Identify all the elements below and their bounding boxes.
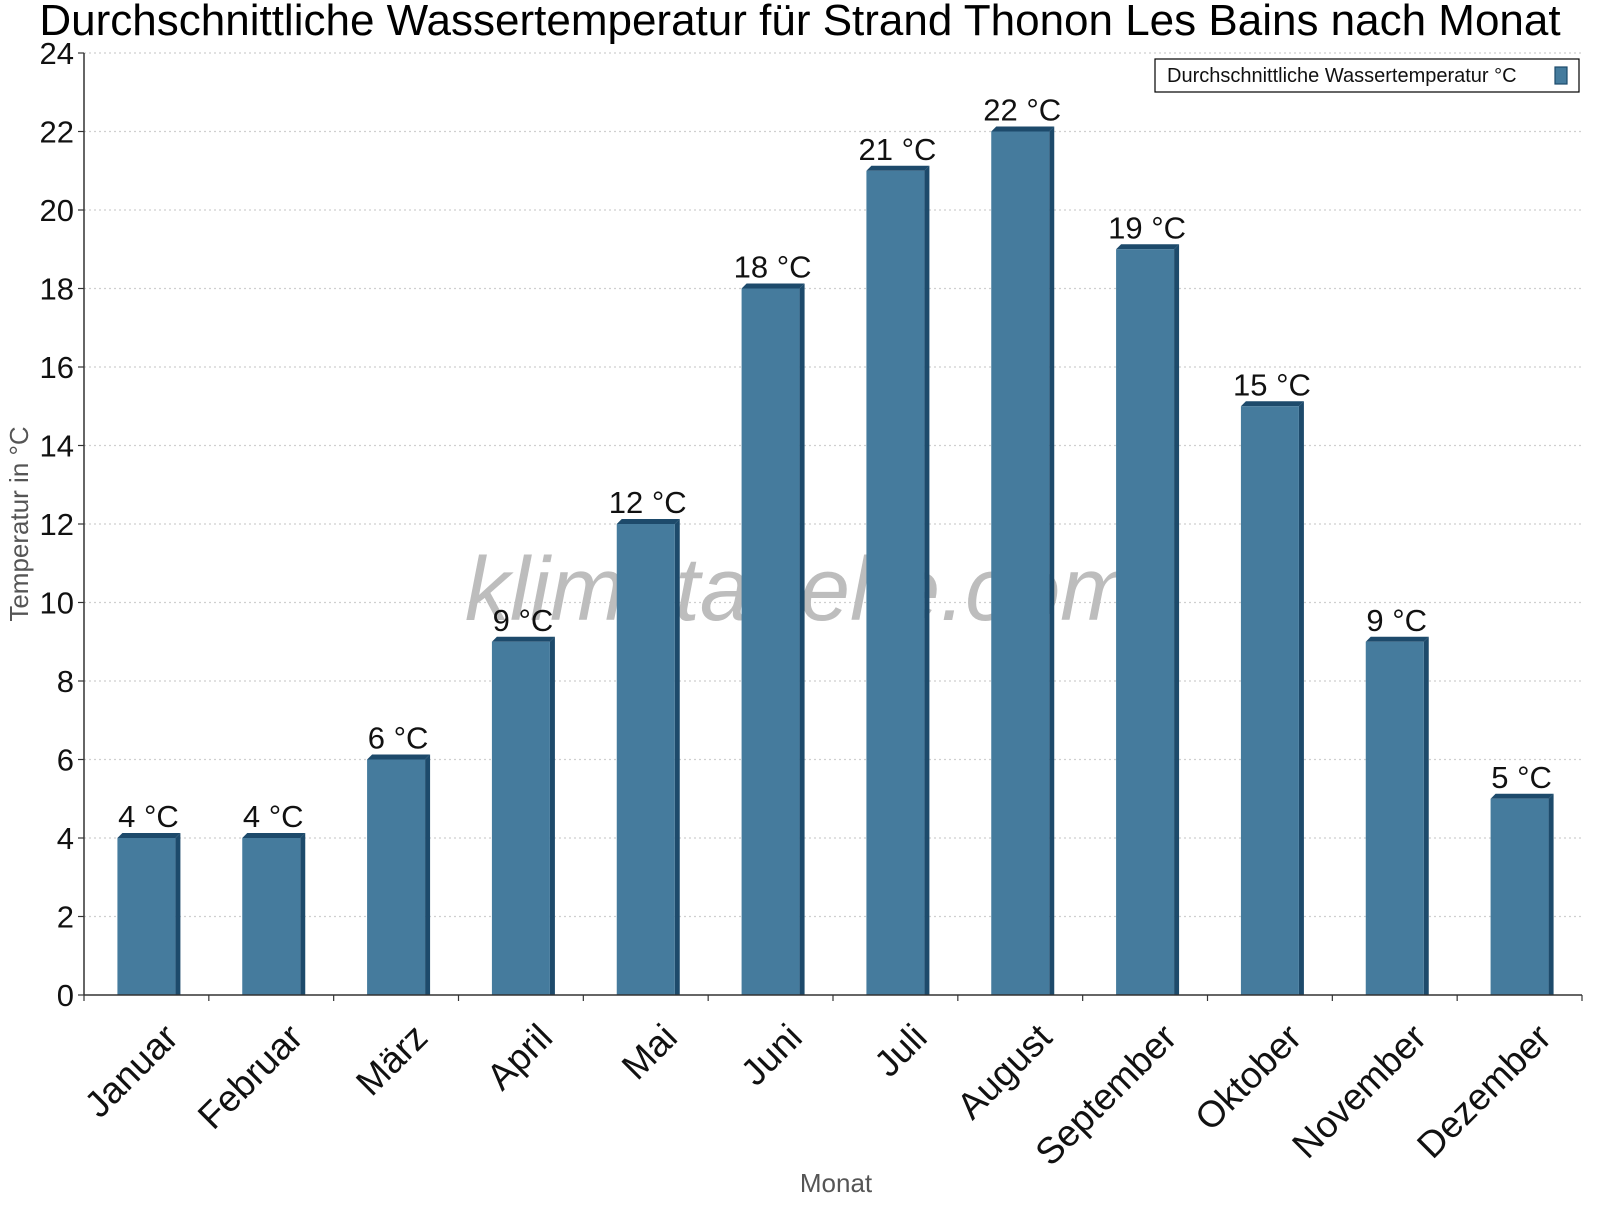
x-axis-title: Monat (800, 1168, 873, 1198)
x-tick-label: März (348, 1016, 435, 1103)
data-label: 22 °C (983, 93, 1061, 128)
bar-face (616, 524, 675, 995)
y-tick-label: 2 (57, 900, 74, 935)
bar-side (1548, 793, 1554, 995)
bar-side (1174, 244, 1180, 995)
bar-top (741, 283, 805, 289)
bar-top (1240, 401, 1304, 407)
bar-side (1298, 401, 1304, 995)
x-tick-label: Mai (614, 1016, 685, 1087)
y-tick-label: 18 (40, 272, 74, 307)
bar-12 (1490, 793, 1554, 995)
axes (83, 53, 1582, 996)
y-tick-label: 12 (40, 507, 74, 542)
data-label: 4 °C (118, 799, 179, 834)
bar-top (1490, 793, 1554, 799)
legend: Durchschnittliche Wassertemperatur °C (1154, 58, 1580, 93)
bar-11 (1365, 636, 1429, 995)
bar-top (1116, 244, 1180, 250)
bar-2 (242, 833, 306, 995)
bar-3 (367, 754, 431, 995)
data-label: 9 °C (493, 603, 554, 638)
legend-box (1154, 58, 1580, 93)
data-label: 15 °C (1233, 367, 1311, 402)
bar-side (300, 833, 306, 995)
gridlines (84, 52, 1582, 918)
bar-top (991, 126, 1055, 132)
bar-8 (991, 126, 1055, 995)
x-tick-label: Februar (190, 1016, 311, 1137)
x-tick-label: Oktober (1187, 1016, 1309, 1138)
bar-4 (491, 636, 555, 995)
data-label: 19 °C (1108, 210, 1186, 245)
y-tick-label: 22 (40, 115, 74, 150)
bar-face (991, 131, 1050, 995)
bar-top (367, 754, 431, 760)
x-tick-label: November (1284, 1016, 1434, 1166)
bar-7 (866, 165, 930, 995)
bar-9 (1116, 244, 1180, 995)
x-tick-label: April (479, 1016, 560, 1097)
x-tick-label: Juli (866, 1016, 934, 1084)
data-label: 9 °C (1366, 603, 1427, 638)
bar-top (1365, 636, 1429, 642)
bars (117, 126, 1554, 995)
bar-top (491, 636, 555, 642)
y-tick-label: 16 (40, 350, 74, 385)
bar-face (741, 288, 800, 995)
bar-10 (1240, 401, 1304, 995)
y-tick-label: 14 (40, 429, 74, 464)
data-label: 6 °C (368, 721, 429, 756)
bar-face (117, 838, 176, 995)
bar-face (1365, 641, 1424, 995)
chart-title: Durchschnittliche Wassertemperatur für S… (39, 0, 1560, 45)
bar-face (491, 641, 550, 995)
bar-side (1423, 636, 1429, 995)
bar-side (175, 833, 181, 995)
bar-face (1116, 249, 1175, 995)
bar-face (866, 170, 925, 995)
data-label: 18 °C (734, 250, 812, 285)
x-tick-label: Dezember (1409, 1016, 1559, 1166)
bar-face (367, 759, 426, 995)
bar-side (425, 754, 431, 995)
bar-1 (117, 833, 181, 995)
y-axis-title: Temperatur in °C (4, 426, 34, 621)
data-labels: 4 °C 4 °C 6 °C 9 °C 12 °C 18 °C 21 °C 22 °C 19 °… (118, 93, 1552, 835)
y-tick-label: 8 (57, 664, 74, 699)
x-tick-label: Januar (77, 1016, 186, 1125)
bar-6 (741, 283, 805, 995)
bar-top (616, 519, 680, 524)
y-tick-label: 4 (57, 821, 74, 856)
data-label: 5 °C (1491, 760, 1552, 795)
bar-side (799, 283, 805, 995)
y-tick-label: 20 (40, 193, 74, 228)
bar-side (1049, 126, 1055, 995)
legend-swatch (1554, 66, 1568, 85)
bar-side (674, 519, 680, 995)
y-tick-label: 6 (57, 743, 74, 778)
data-label: 21 °C (858, 132, 936, 167)
data-label: 4 °C (243, 799, 304, 834)
y-tick-label: 24 (40, 36, 74, 71)
x-tick-label: August (949, 1016, 1060, 1127)
bar-top (866, 165, 930, 171)
y-tick-label: 0 (57, 978, 74, 1013)
bar-5 (616, 519, 680, 995)
bar-face (1490, 798, 1549, 995)
bar-face (1240, 406, 1299, 995)
x-ticks: Januar Februar März April Mai Juni Juli AugustS… (77, 995, 1583, 1173)
data-label: 12 °C (609, 485, 687, 520)
bar-face (242, 838, 301, 995)
bar-side (549, 636, 555, 995)
bar-top (242, 833, 306, 838)
legend-label: Durchschnittliche Wassertemperatur °C (1167, 65, 1517, 87)
bar-top (117, 833, 181, 838)
bar-side (924, 165, 930, 995)
x-tick-label: Juni (733, 1016, 810, 1093)
y-tick-label: 10 (40, 586, 74, 621)
